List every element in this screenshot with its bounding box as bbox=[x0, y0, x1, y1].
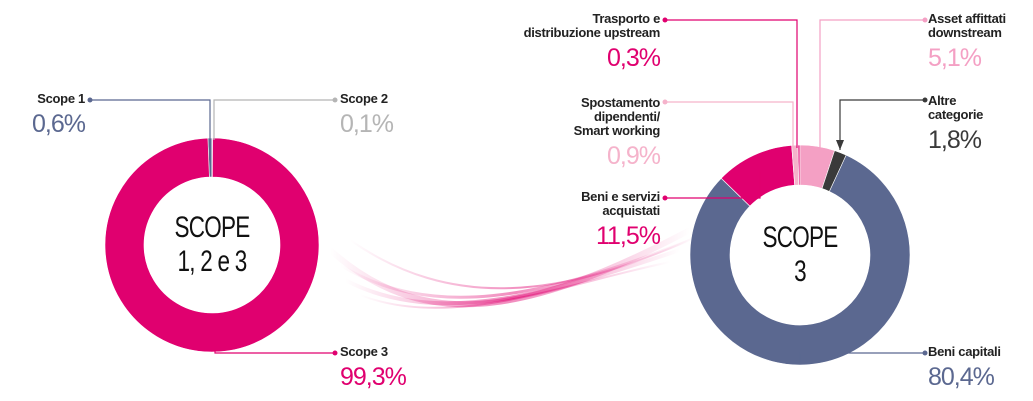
value-label: 0,1% bbox=[340, 110, 394, 138]
connector-dot bbox=[662, 17, 668, 23]
category-label: Asset affittati downstream bbox=[928, 11, 1006, 40]
connector bbox=[665, 19, 798, 148]
category-label: Beni capitali bbox=[928, 344, 1001, 359]
connector bbox=[799, 352, 925, 362]
connector-dot bbox=[922, 97, 928, 103]
value-label: 11,5% bbox=[595, 222, 661, 250]
connector bbox=[213, 99, 335, 140]
category-label: Trasporto e distribuzione upstream bbox=[523, 11, 661, 40]
connector-dot bbox=[87, 97, 93, 103]
connector bbox=[819, 19, 925, 150]
connector bbox=[90, 99, 211, 140]
category-label: Spostamento dipendenti/ Smart working bbox=[573, 95, 661, 138]
connector-dot bbox=[332, 97, 338, 103]
swirl bbox=[328, 227, 701, 309]
connector-dot bbox=[662, 195, 668, 201]
value-label: 0,9% bbox=[607, 142, 661, 170]
connector bbox=[839, 99, 925, 150]
connector bbox=[665, 101, 794, 148]
center-text: SCOPE 3 bbox=[762, 221, 838, 288]
connector-dot bbox=[922, 17, 928, 23]
connector bbox=[214, 350, 335, 354]
value-label: 0,3% bbox=[607, 44, 661, 72]
center-disc bbox=[730, 185, 870, 325]
arrow-head bbox=[836, 140, 844, 150]
value-label: 80,4% bbox=[928, 363, 995, 391]
category-label: Scope 1 bbox=[37, 91, 85, 106]
center-text: SCOPE 1, 2 e 3 bbox=[174, 211, 250, 278]
connector-dot bbox=[332, 350, 338, 356]
connector-dot bbox=[922, 350, 928, 356]
connector-dot bbox=[662, 99, 668, 105]
category-label: Scope 3 bbox=[340, 344, 388, 359]
value-label: 99,3% bbox=[340, 363, 407, 391]
value-label: 0,6% bbox=[32, 110, 86, 138]
center-disc bbox=[144, 177, 280, 313]
connector bbox=[665, 172, 761, 199]
value-label: 1,8% bbox=[928, 126, 982, 154]
category-label: Altre categorie bbox=[928, 93, 984, 122]
value-label: 5,1% bbox=[928, 44, 982, 72]
category-label: Beni e servizi acquistati bbox=[581, 189, 660, 218]
category-label: Scope 2 bbox=[340, 91, 388, 106]
